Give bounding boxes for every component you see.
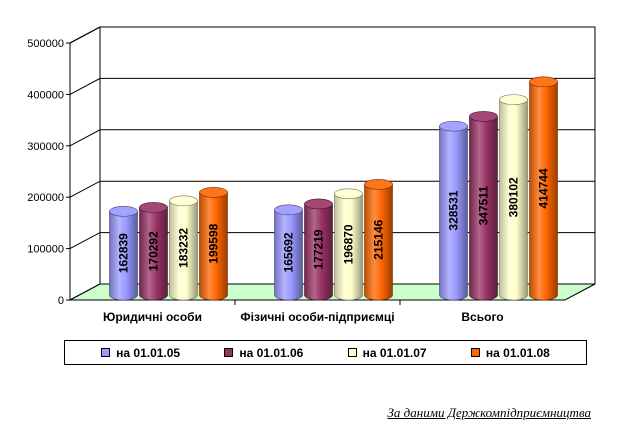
gridline bbox=[69, 26, 595, 44]
y-tick-label: 0 bbox=[58, 295, 64, 307]
source-note: За даними Держкомпідприємництва bbox=[387, 405, 592, 420]
bar-top bbox=[199, 187, 228, 198]
legend-label: на 01.01.05 bbox=[116, 345, 181, 360]
legend-label: на 01.01.08 bbox=[485, 345, 550, 360]
y-tick-label: 100000 bbox=[27, 244, 64, 256]
legend-item: на 01.01.06 bbox=[224, 346, 303, 360]
data-label: 199598 bbox=[207, 223, 221, 263]
bar-top bbox=[109, 206, 138, 217]
legend-item: на 01.01.08 bbox=[470, 345, 550, 360]
data-label: 328531 bbox=[447, 190, 461, 230]
data-label: 414744 bbox=[537, 168, 551, 208]
data-label: 183232 bbox=[177, 228, 191, 268]
bar bbox=[274, 209, 303, 301]
x-tick-label: Всього bbox=[461, 310, 503, 324]
bar-top bbox=[469, 111, 498, 122]
y-tick-label: 300000 bbox=[27, 141, 64, 153]
gridline bbox=[69, 232, 595, 250]
x-tick-label: Юридичні особи bbox=[103, 310, 202, 324]
data-label: 170292 bbox=[147, 231, 161, 271]
bar bbox=[469, 116, 498, 301]
bar bbox=[334, 193, 363, 301]
legend: на 01.01.05 на 01.01.06 на 01.01.07 на 0… bbox=[64, 340, 587, 365]
y-tick-label: 500000 bbox=[27, 38, 64, 50]
bar-top bbox=[334, 188, 363, 200]
legend-label: на 01.01.07 bbox=[362, 345, 427, 360]
data-label: 165692 bbox=[282, 232, 296, 272]
bar bbox=[529, 81, 558, 301]
bar bbox=[439, 125, 468, 301]
bar bbox=[169, 200, 198, 301]
bar-top bbox=[169, 195, 198, 207]
legend-swatch bbox=[101, 348, 111, 357]
legend-item: на 01.01.05 bbox=[101, 346, 180, 360]
data-label: 196870 bbox=[342, 224, 356, 264]
legend-label: на 01.01.06 bbox=[239, 345, 304, 360]
bar-top bbox=[139, 202, 168, 213]
data-label: 347511 bbox=[477, 186, 491, 226]
side-wall bbox=[69, 26, 101, 301]
legend-item: на 01.01.07 bbox=[347, 345, 427, 360]
legend-swatch bbox=[347, 348, 357, 357]
gridline bbox=[69, 180, 595, 198]
data-label: 177219 bbox=[312, 229, 326, 269]
bar bbox=[304, 203, 333, 301]
legend-swatch bbox=[470, 348, 480, 357]
bar bbox=[139, 207, 168, 301]
data-label: 162839 bbox=[117, 233, 131, 273]
data-label: 215146 bbox=[372, 219, 386, 259]
bar bbox=[499, 99, 528, 301]
gridline bbox=[69, 77, 595, 95]
bar bbox=[364, 184, 393, 301]
y-tick-label: 200000 bbox=[27, 192, 64, 204]
bar bbox=[109, 211, 138, 301]
x-tick-label: Фізичні особи-підприємці bbox=[240, 310, 394, 324]
bar-top bbox=[304, 198, 333, 210]
bar-top bbox=[499, 94, 528, 105]
bar-top bbox=[364, 179, 393, 190]
gridline bbox=[69, 129, 595, 147]
bar-top bbox=[439, 120, 468, 132]
y-tick-label: 400000 bbox=[27, 89, 64, 101]
data-label: 380102 bbox=[507, 177, 521, 217]
bar bbox=[199, 192, 228, 301]
bar-chart-3d: 0 100000 200000 300000 400000 500000 162839 170… bbox=[27, 26, 596, 324]
bar-top bbox=[274, 204, 303, 216]
bar-top bbox=[529, 76, 558, 88]
legend-swatch bbox=[224, 348, 234, 357]
